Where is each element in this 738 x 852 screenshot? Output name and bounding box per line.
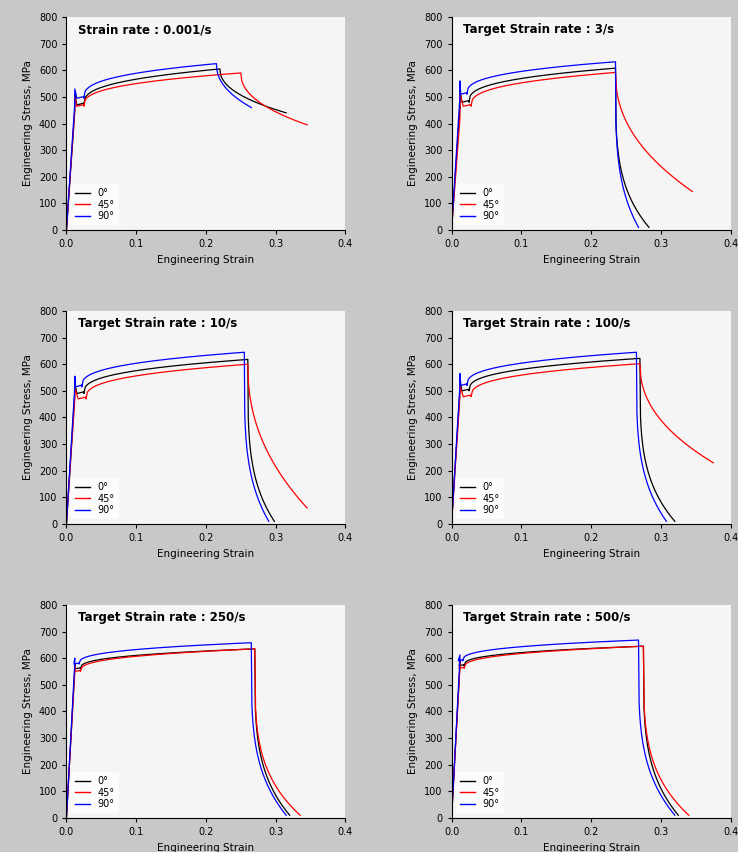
Legend: 0°, 45°, 90°: 0°, 45°, 90° [72, 185, 119, 225]
Y-axis label: Engineering Stress, MPa: Engineering Stress, MPa [408, 354, 418, 481]
Y-axis label: Engineering Stress, MPa: Engineering Stress, MPa [24, 60, 33, 187]
Legend: 0°, 45°, 90°: 0°, 45°, 90° [456, 773, 503, 813]
X-axis label: Engineering Strain: Engineering Strain [157, 255, 255, 265]
Text: Target Strain rate : 3/s: Target Strain rate : 3/s [463, 23, 614, 37]
Text: Target Strain rate : 250/s: Target Strain rate : 250/s [77, 612, 245, 625]
Y-axis label: Engineering Stress, MPa: Engineering Stress, MPa [408, 648, 418, 774]
X-axis label: Engineering Strain: Engineering Strain [157, 549, 255, 559]
Y-axis label: Engineering Stress, MPa: Engineering Stress, MPa [408, 60, 418, 187]
Legend: 0°, 45°, 90°: 0°, 45°, 90° [72, 479, 119, 519]
Y-axis label: Engineering Stress, MPa: Engineering Stress, MPa [24, 354, 33, 481]
Text: Target Strain rate : 500/s: Target Strain rate : 500/s [463, 612, 630, 625]
X-axis label: Engineering Strain: Engineering Strain [542, 843, 640, 852]
Text: Strain rate : 0.001/s: Strain rate : 0.001/s [77, 23, 211, 37]
X-axis label: Engineering Strain: Engineering Strain [542, 549, 640, 559]
Text: Target Strain rate : 100/s: Target Strain rate : 100/s [463, 317, 630, 331]
Text: Target Strain rate : 10/s: Target Strain rate : 10/s [77, 317, 237, 331]
Legend: 0°, 45°, 90°: 0°, 45°, 90° [456, 185, 503, 225]
Legend: 0°, 45°, 90°: 0°, 45°, 90° [456, 479, 503, 519]
X-axis label: Engineering Strain: Engineering Strain [542, 255, 640, 265]
Legend: 0°, 45°, 90°: 0°, 45°, 90° [72, 773, 119, 813]
Y-axis label: Engineering Stress, MPa: Engineering Stress, MPa [24, 648, 33, 774]
X-axis label: Engineering Strain: Engineering Strain [157, 843, 255, 852]
